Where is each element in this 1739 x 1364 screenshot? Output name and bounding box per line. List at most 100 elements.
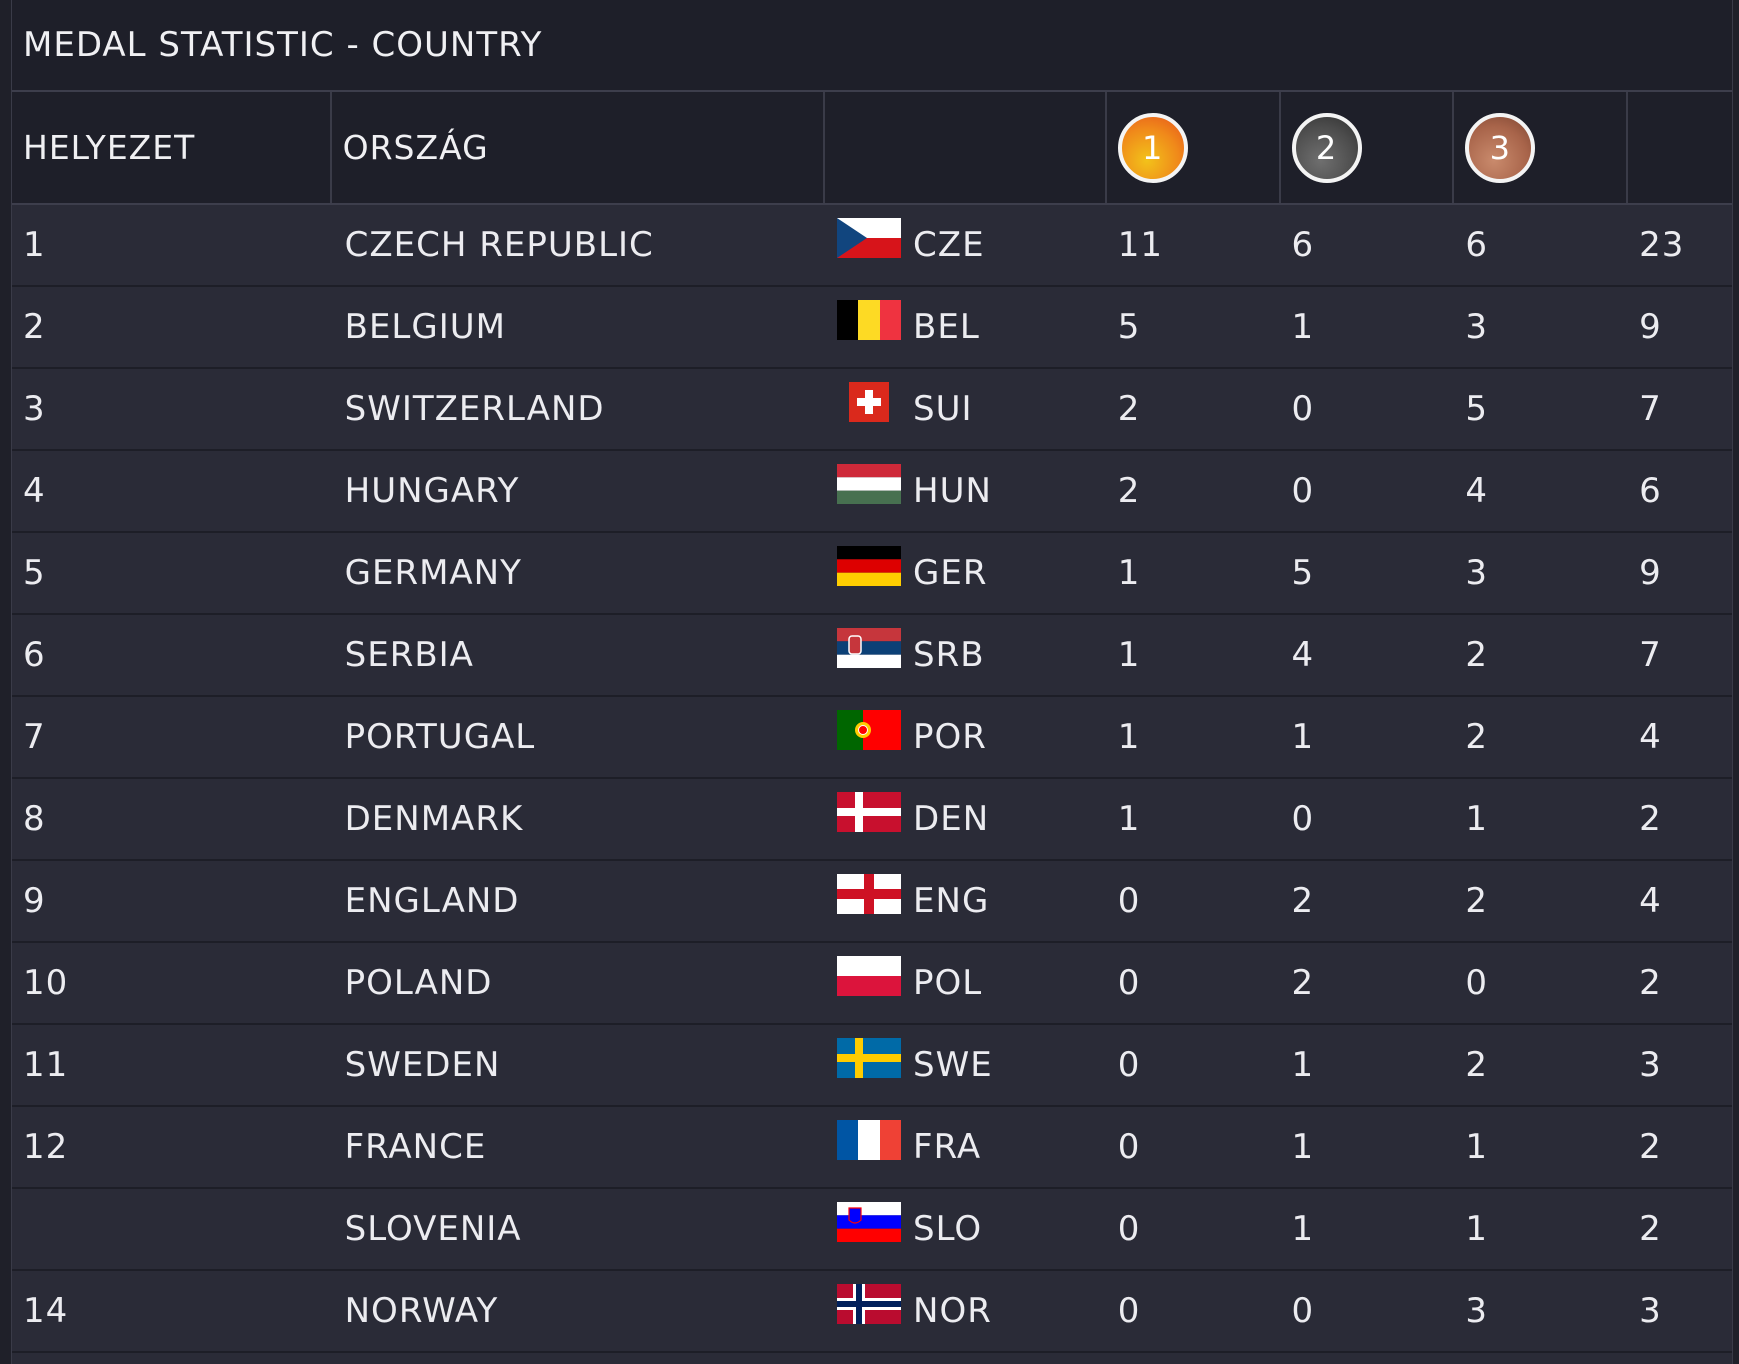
rank-cell: 1: [23, 225, 46, 265]
rank-cell: 7: [23, 717, 46, 757]
country-name-cell[interactable]: NORWAY: [344, 1291, 499, 1331]
gold-count-cell: 0: [1117, 1291, 1141, 1331]
country-code-cell: GER: [825, 533, 1107, 613]
rank-cell: 5: [23, 553, 46, 593]
gold-count-cell: 5: [1117, 307, 1141, 347]
country-code-cell: FRA: [825, 1107, 1107, 1187]
table-row[interactable]: 3 SWITZERLAND SUI 2 0 5 7: [12, 369, 1732, 451]
rank-cell: 10: [23, 963, 69, 1003]
table-row[interactable]: 1 CZECH REPUBLIC CZE 11 6 6 23: [12, 205, 1732, 287]
total-count-cell: 7: [1639, 389, 1662, 429]
pol-flag-icon: [837, 956, 902, 996]
table-row[interactable]: SLOVENIA SLO 0 1 1 2: [12, 1189, 1732, 1271]
table-row[interactable]: 11 SWEDEN SWE 0 1 2 3: [12, 1025, 1732, 1107]
silver-count-cell: 1: [1291, 717, 1315, 757]
hun-flag-icon: [837, 464, 902, 504]
header-total[interactable]: [1628, 92, 1732, 203]
table-row[interactable]: 2 BELGIUM BEL 5 1 3 9: [12, 287, 1732, 369]
bronze-count-cell: 2: [1465, 881, 1488, 921]
silver-count-cell: 2: [1291, 963, 1315, 1003]
bronze-count-cell: 0: [1465, 963, 1488, 1003]
table-row[interactable]: 14 NORWAY NOR 0 0 3 3: [12, 1271, 1732, 1353]
por-flag-icon: [837, 710, 902, 750]
country-code-cell: SLO: [825, 1189, 1107, 1269]
table-row[interactable]: 12 FRANCE FRA 0 1 1 2: [12, 1107, 1732, 1189]
gold-count-cell: 1: [1117, 799, 1141, 839]
header-country[interactable]: ORSZÁG: [332, 92, 826, 203]
bronze-count-cell: 6: [1465, 225, 1488, 265]
table-row[interactable]: 8 DENMARK DEN 1 0 1 2: [12, 779, 1732, 861]
country-code: FRA: [913, 1127, 982, 1167]
country-code: NOR: [913, 1291, 992, 1331]
bronze-medal-icon: 3: [1465, 112, 1536, 183]
rank-cell: 2: [23, 307, 46, 347]
rank-cell: 3: [23, 389, 46, 429]
country-code-cell: CZE: [825, 205, 1107, 285]
total-count-cell: 2: [1639, 1209, 1662, 1249]
country-name-cell[interactable]: DENMARK: [344, 799, 524, 839]
header-gold[interactable]: 1: [1107, 92, 1281, 203]
bronze-count-cell: 3: [1465, 553, 1488, 593]
nor-flag-icon: [837, 1284, 902, 1324]
country-name-cell[interactable]: CZECH REPUBLIC: [344, 225, 654, 265]
silver-count-cell: 0: [1291, 389, 1315, 429]
eng-flag-icon: [837, 874, 902, 914]
silver-count-cell: 0: [1291, 1291, 1315, 1331]
country-name-cell[interactable]: FRANCE: [344, 1127, 487, 1167]
fra-flag-icon: [837, 1120, 902, 1160]
country-name-cell[interactable]: SLOVENIA: [344, 1209, 522, 1249]
gold-count-cell: 11: [1117, 225, 1163, 265]
country-code-cell: DEN: [825, 779, 1107, 859]
total-count-cell: 4: [1639, 717, 1662, 757]
gold-count-cell: 0: [1117, 1127, 1141, 1167]
country-name-cell[interactable]: HUNGARY: [344, 471, 520, 511]
gold-count-cell: 0: [1117, 1209, 1141, 1249]
bronze-count-cell: 1: [1465, 1209, 1488, 1249]
header-bronze[interactable]: 3: [1454, 92, 1629, 203]
country-code-cell: HUN: [825, 451, 1107, 531]
country-code: POR: [913, 717, 987, 757]
silver-count-cell: 1: [1291, 1209, 1315, 1249]
country-name-cell[interactable]: POLAND: [344, 963, 493, 1003]
country-name-cell[interactable]: SWEDEN: [344, 1045, 501, 1085]
gold-medal-icon: 1: [1117, 112, 1188, 183]
page-title: MEDAL STATISTIC - COUNTRY: [12, 0, 1732, 92]
header-rank[interactable]: HELYEZET: [12, 92, 332, 203]
silver-count-cell: 5: [1291, 553, 1315, 593]
country-code: SLO: [913, 1209, 983, 1249]
country-name-cell[interactable]: GERMANY: [344, 553, 522, 593]
table-row[interactable]: 6 SERBIA SRB 1 4 2 7: [12, 615, 1732, 697]
country-name-cell[interactable]: ENGLAND: [344, 881, 520, 921]
country-code: DEN: [913, 799, 990, 839]
country-code: BEL: [913, 307, 980, 347]
silver-count-cell: 1: [1291, 1127, 1315, 1167]
bronze-count-cell: 3: [1465, 1291, 1488, 1331]
table-row[interactable]: 5 GERMANY GER 1 5 3 9: [12, 533, 1732, 615]
country-code: GER: [913, 553, 988, 593]
country-name-cell[interactable]: BELGIUM: [344, 307, 506, 347]
country-name-cell[interactable]: SWITZERLAND: [344, 389, 605, 429]
silver-count-cell: 4: [1291, 635, 1315, 675]
table-row[interactable]: 7 PORTUGAL POR 1 1 2 4: [12, 697, 1732, 779]
swe-flag-icon: [837, 1038, 902, 1078]
country-code-cell: ENG: [825, 861, 1107, 941]
country-name-cell[interactable]: SERBIA: [344, 635, 474, 675]
table-row[interactable]: 9 ENGLAND ENG 0 2 2 4: [12, 861, 1732, 943]
table-row[interactable]: 10 POLAND POL 0 2 0 2: [12, 943, 1732, 1025]
total-count-cell: 3: [1639, 1291, 1662, 1331]
table-row[interactable]: 4 HUNGARY HUN 2 0 4 6: [12, 451, 1732, 533]
gold-count-cell: 0: [1117, 881, 1141, 921]
cze-flag-icon: [837, 218, 902, 258]
rank-cell: 12: [23, 1127, 69, 1167]
country-code-cell: POL: [825, 943, 1107, 1023]
srb-flag-icon: [837, 628, 902, 668]
bronze-count-cell: 3: [1465, 307, 1488, 347]
header-silver[interactable]: 2: [1281, 92, 1455, 203]
total-count-cell: 4: [1639, 881, 1662, 921]
country-name-cell[interactable]: PORTUGAL: [344, 717, 536, 757]
den-flag-icon: [837, 792, 902, 832]
country-code-cell: SRB: [825, 615, 1107, 695]
country-code-cell: POR: [825, 697, 1107, 777]
rank-cell: 6: [23, 635, 46, 675]
total-count-cell: 9: [1639, 307, 1662, 347]
